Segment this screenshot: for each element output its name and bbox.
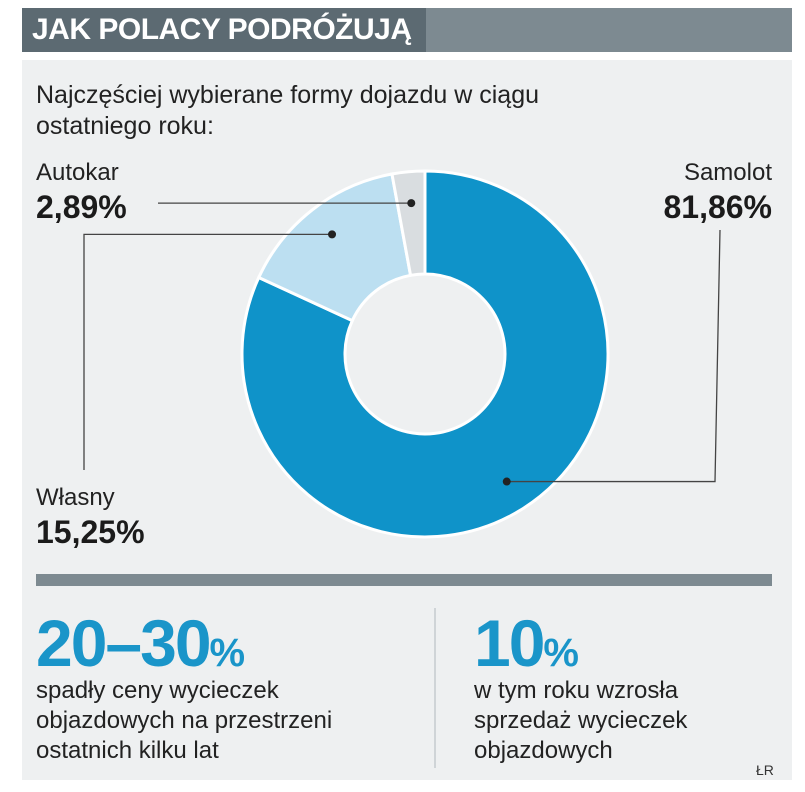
label-name-samolot: Samolot <box>684 159 772 186</box>
label-leader-lines <box>83 199 721 486</box>
label-value-autokar: 2,89% <box>36 189 127 225</box>
leader-samolot <box>506 229 721 483</box>
stat-text-sales: w tym roku wzrosła sprzedaż wycieczek ob… <box>474 677 688 764</box>
stats-separator <box>434 608 436 768</box>
slice-autokar <box>390 169 427 278</box>
label-name-autokar: Autokar <box>36 159 119 186</box>
donut-slices <box>240 169 610 539</box>
stat-value-sales: 10% <box>474 606 579 680</box>
leader-dot-samolot <box>502 477 511 486</box>
slice-labels: Samolot 81,86% Własny 15,25% Autokar 2,89% <box>36 159 772 550</box>
leader-dot-autokar <box>407 199 416 208</box>
author-credit: ŁR <box>756 762 774 778</box>
stat-text-prices: spadły ceny wycieczek objazdowych na prz… <box>36 677 333 764</box>
stat-value-prices: 20–30% <box>36 606 246 680</box>
label-value-wlasny: 15,25% <box>36 514 145 550</box>
label-name-wlasny: Własny <box>36 484 115 511</box>
leader-wlasny <box>83 233 333 470</box>
label-value-samolot: 81,86% <box>663 189 772 225</box>
chart-subtitle: Najczęściej wybierane formy dojazdu w ci… <box>36 81 540 140</box>
slice-samolot <box>240 169 610 539</box>
section-divider <box>36 574 772 586</box>
donut-chart: Samolot 81,86% Własny 15,25% Autokar 2,89% <box>36 159 772 550</box>
leader-dot-wlasny <box>328 230 337 239</box>
page-title: JAK POLACY PODRÓŻUJĄ <box>22 8 426 52</box>
slice-wlasny <box>256 172 413 323</box>
